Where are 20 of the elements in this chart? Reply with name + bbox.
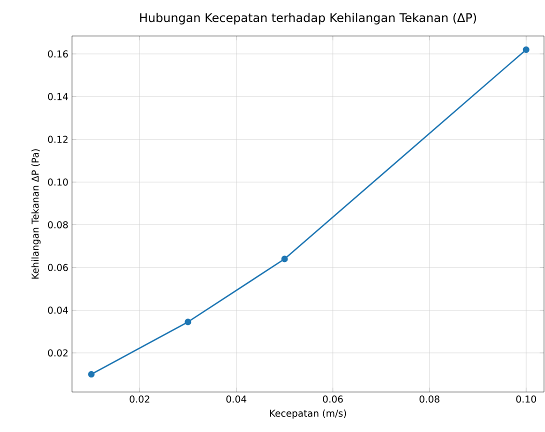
x-tick-label: 0.10 — [516, 396, 536, 403]
x-tick-label: 0.06 — [322, 396, 343, 403]
y-tick-label: 0.12 — [48, 136, 68, 143]
point — [522, 46, 530, 53]
x-axis-title: Kecepatan (m/s) — [270, 410, 346, 419]
y-tick-label: 0.06 — [48, 264, 68, 272]
y-tick-label: 0.02 — [48, 349, 68, 357]
y-tick-label: 0.08 — [48, 221, 68, 228]
y-tick-label: 0.10 — [48, 178, 68, 186]
y-tick-label: 0.14 — [48, 93, 68, 100]
y-axis-title: Kehilangan Tekanan ΔP (Pa) — [31, 149, 41, 279]
point — [281, 256, 288, 262]
point — [88, 370, 95, 378]
x-tick-label: 0.04 — [226, 396, 246, 403]
x-tick-label: 0.02 — [130, 396, 150, 403]
y-tick-label: 0.04 — [48, 306, 68, 314]
x-tick-label: 0.08 — [420, 396, 440, 403]
y-tick-label: 0.16 — [48, 50, 68, 58]
point — [184, 318, 192, 326]
chart-title: Hubungan Kecepatan terhadap Kehilangan Tekanan (ΔP) — [140, 12, 476, 24]
